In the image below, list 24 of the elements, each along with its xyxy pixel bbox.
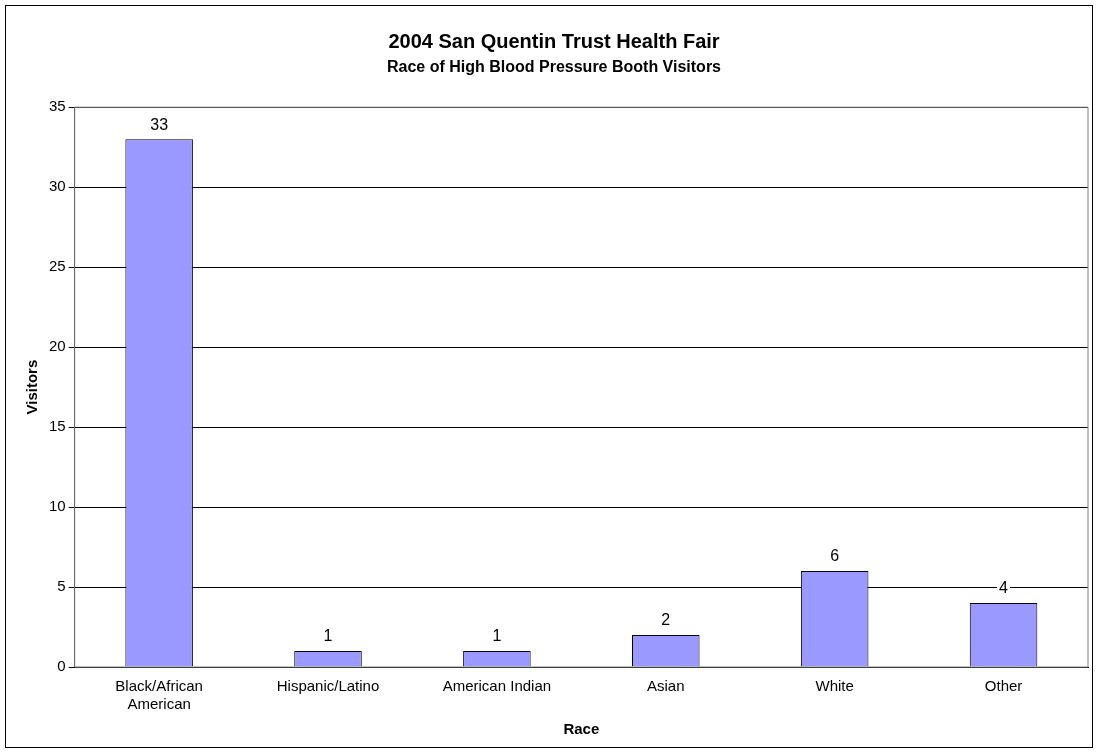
y-tick-label: 30 [49, 177, 66, 195]
x-tick-label: Other [984, 677, 1023, 695]
x-tick-label: Black/African American [115, 677, 203, 713]
x-tick-label: American Indian [442, 677, 552, 695]
y-tick-label: 5 [57, 577, 66, 595]
y-tick-label: 20 [49, 337, 66, 355]
x-axis-title: Race [563, 720, 600, 738]
data-label: 6 [830, 547, 840, 565]
data-label: 1 [323, 627, 333, 645]
data-label: 1 [492, 627, 502, 645]
data-label: 2 [661, 611, 671, 629]
chart-title: 2004 San Quentin Trust Health Fair [388, 29, 720, 52]
x-tick-label: White [815, 677, 854, 695]
y-tick-label: 35 [49, 97, 66, 115]
data-label: 4 [999, 579, 1009, 597]
y-tick-label: 0 [57, 657, 66, 675]
y-tick-label: 15 [49, 417, 66, 435]
y-axis-title: Visitors [23, 359, 41, 415]
x-tick-label: Hispanic/Latino [276, 677, 380, 695]
chart-subtitle: Race of High Blood Pressure Booth Visitors [387, 58, 722, 76]
x-tick-label: Asian [647, 677, 685, 695]
data-label: 33 [150, 115, 169, 133]
y-tick-label: 10 [49, 497, 66, 515]
y-tick-label: 25 [49, 257, 66, 275]
